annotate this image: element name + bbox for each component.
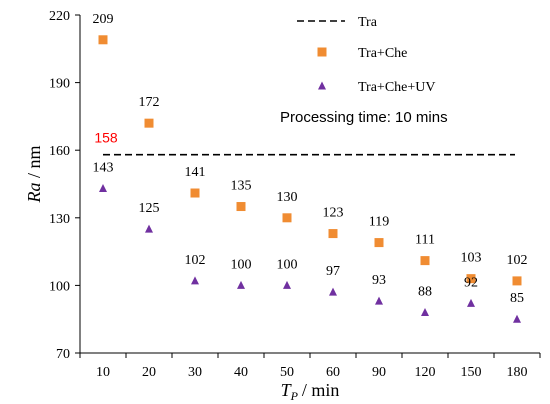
tra-che-point	[190, 188, 200, 198]
y-tick-label: 220	[49, 9, 70, 24]
y-tick-label: 190	[49, 77, 70, 92]
tra-che-uv-value-label: 92	[464, 275, 478, 290]
tra-che-point	[466, 274, 476, 284]
tra-che-point	[98, 35, 108, 45]
tra-che-uv-point	[237, 280, 245, 289]
tra-che-uv-point	[191, 276, 199, 285]
legend-tra-che-uv-label: Tra+Che+UV	[358, 80, 436, 95]
y-tick-label: 100	[49, 279, 70, 294]
x-tick-label: 20	[142, 365, 156, 380]
tra-che-uv-value-label: 100	[277, 257, 298, 272]
data-marks	[98, 35, 522, 323]
x-tick-label: 60	[326, 365, 340, 380]
x-axis-title-unit: / min	[302, 380, 340, 400]
tra-che-point	[328, 229, 338, 239]
tra-che-value-label: 141	[185, 165, 206, 180]
y-axis-title: Ra / nm	[24, 145, 44, 203]
axes: 70 100 130 160 190 220 10 20 30 40 50 60 90 120 150 180	[49, 9, 541, 380]
tra-che-point	[144, 118, 154, 128]
tra-baseline-label: 158	[94, 130, 118, 146]
x-tick-label: 120	[415, 365, 436, 380]
tra-che-uv-point	[99, 184, 107, 193]
y-tick-label: 70	[56, 347, 70, 362]
legend: Tra Tra+Che Tra+Che+UV	[297, 15, 436, 95]
tra-che-uv-value-label: 125	[139, 201, 160, 216]
data-labels: 209 172 141 135 130 123 119 111 103 102 143 125 102 1…	[93, 12, 528, 306]
x-tick-label: 50	[280, 365, 294, 380]
x-tick-label: 90	[372, 365, 386, 380]
x-axis-title: TP / min	[281, 380, 340, 403]
tra-che-value-label: 103	[461, 251, 482, 266]
tra-che-value-label: 102	[507, 253, 528, 268]
tra-che-uv-value-label: 88	[418, 284, 432, 299]
tra-che-uv-value-label: 100	[231, 257, 252, 272]
tra-che-uv-point	[283, 280, 291, 289]
legend-tra-che-swatch	[317, 47, 327, 57]
tra-che-uv-value-label: 143	[93, 161, 114, 176]
tra-che-uv-point	[375, 296, 383, 305]
x-tick-label: 180	[507, 365, 528, 380]
tra-che-value-label: 172	[139, 95, 160, 110]
y-tick-label: 160	[49, 144, 70, 159]
x-tick-label: 30	[188, 365, 202, 380]
tra-che-uv-point	[421, 307, 429, 316]
y-axis-title-unit: / nm	[24, 145, 44, 182]
x-axis-title-main: T	[281, 380, 293, 400]
legend-tra-che-label: Tra+Che	[358, 46, 407, 61]
tra-che-point	[420, 256, 430, 266]
tra-che-uv-value-label: 85	[510, 291, 524, 306]
tra-che-value-label: 135	[231, 179, 252, 194]
processing-time-annotation: Processing time: 10 mins	[280, 109, 448, 126]
tra-che-point	[236, 202, 246, 212]
tra-che-value-label: 209	[93, 12, 114, 27]
x-tick-label: 10	[96, 365, 110, 380]
tra-che-point	[512, 276, 522, 286]
tra-che-uv-point	[467, 298, 475, 307]
y-tick-label: 130	[49, 212, 70, 227]
tra-che-value-label: 130	[277, 190, 298, 205]
tra-che-uv-point	[329, 287, 337, 296]
x-tick-label: 150	[461, 365, 482, 380]
tra-che-uv-point	[513, 314, 521, 323]
tra-che-point	[282, 213, 292, 223]
legend-tra-che-uv-swatch	[318, 81, 326, 90]
tra-che-value-label: 123	[323, 206, 344, 221]
tra-che-value-label: 119	[369, 215, 389, 230]
tra-che-uv-value-label: 97	[326, 264, 340, 279]
tra-che-uv-value-label: 93	[372, 273, 386, 288]
tra-che-point	[374, 238, 384, 248]
tra-che-uv-value-label: 102	[185, 253, 206, 268]
tra-che-value-label: 111	[415, 233, 435, 248]
y-axis-title-main: Ra	[24, 183, 44, 204]
legend-tra-label: Tra	[358, 15, 378, 30]
tra-che-uv-point	[145, 224, 153, 233]
x-axis-title-sub: P	[290, 389, 299, 403]
x-tick-label: 40	[234, 365, 248, 380]
baseline-layer: 158	[94, 130, 515, 156]
